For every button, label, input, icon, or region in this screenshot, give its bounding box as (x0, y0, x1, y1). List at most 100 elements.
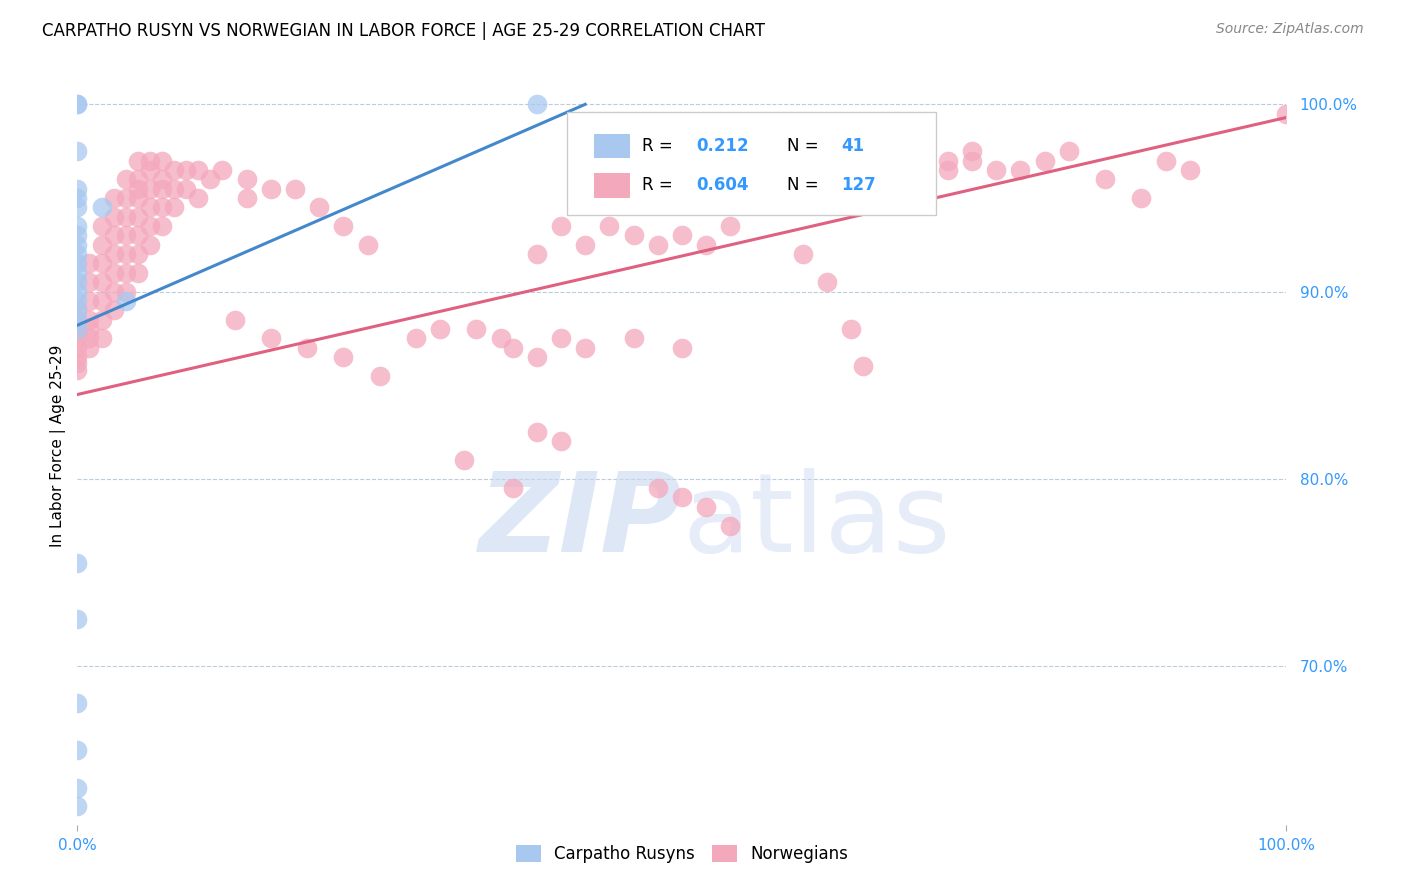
Point (671, 228, 693, 243)
Y-axis label: In Labor Force | Age 25-29: In Labor Force | Age 25-29 (51, 345, 66, 547)
Point (66, 97, 89, 112)
Point (852, 359, 875, 374)
Point (1094, 172, 1116, 186)
Point (150, 172, 173, 186)
Point (66, 312, 89, 326)
Point (1154, 153, 1177, 168)
Point (815, 275, 838, 289)
Text: atlas: atlas (682, 468, 950, 575)
Point (66, 356, 89, 370)
Point (79, 275, 101, 289)
Text: 0.604: 0.604 (696, 177, 749, 194)
Point (174, 181, 197, 195)
Point (986, 162, 1008, 177)
FancyBboxPatch shape (593, 173, 630, 197)
Point (114, 285, 136, 299)
Point (127, 247, 149, 261)
Point (718, 219, 741, 233)
Point (163, 162, 186, 177)
Point (174, 162, 197, 177)
Point (103, 303, 125, 318)
Text: R =: R = (643, 137, 678, 155)
Point (66, 144, 89, 158)
Point (66, 363, 89, 377)
Point (90, 200, 112, 214)
Point (90, 312, 112, 326)
Point (103, 266, 125, 280)
Point (139, 181, 162, 195)
Text: ZIP: ZIP (478, 468, 682, 575)
Point (200, 172, 222, 186)
Point (912, 162, 935, 177)
Point (623, 228, 645, 243)
Point (332, 350, 354, 364)
Point (90, 331, 112, 345)
Point (839, 322, 862, 336)
Point (150, 181, 173, 195)
Point (647, 481, 669, 495)
Point (66, 322, 89, 336)
Point (90, 275, 112, 289)
Point (66, 200, 89, 214)
Point (79, 331, 101, 345)
Point (1130, 191, 1153, 205)
Point (960, 153, 983, 168)
Point (66, 612, 89, 626)
Point (66, 275, 89, 289)
Point (889, 153, 911, 168)
Point (718, 518, 741, 533)
Legend: Carpatho Rusyns, Norwegians: Carpatho Rusyns, Norwegians (509, 838, 855, 870)
Point (114, 266, 136, 280)
Text: N =: N = (787, 177, 824, 194)
Point (79, 293, 101, 308)
Point (90, 237, 112, 252)
Point (260, 181, 283, 195)
Point (150, 200, 173, 214)
Point (114, 293, 136, 308)
Point (114, 210, 136, 224)
Point (66, 285, 89, 299)
Point (103, 285, 125, 299)
Point (66, 312, 89, 326)
Point (792, 247, 814, 261)
Point (139, 200, 162, 214)
Point (187, 162, 209, 177)
Point (114, 247, 136, 261)
Point (66, 697, 89, 711)
Point (103, 210, 125, 224)
Point (127, 228, 149, 243)
Point (526, 350, 548, 364)
Point (103, 191, 125, 205)
Point (284, 181, 307, 195)
Point (526, 425, 548, 439)
Point (139, 219, 162, 233)
Point (66, 350, 89, 364)
Text: Source: ZipAtlas.com: Source: ZipAtlas.com (1216, 22, 1364, 37)
Point (79, 256, 101, 270)
Point (66, 556, 89, 570)
Point (453, 453, 475, 467)
Point (574, 341, 596, 355)
Point (66, 256, 89, 270)
Point (912, 153, 935, 168)
Point (356, 237, 378, 252)
Point (647, 237, 669, 252)
Point (260, 331, 283, 345)
Point (912, 172, 935, 186)
Point (127, 181, 149, 195)
Point (574, 237, 596, 252)
Point (90, 256, 112, 270)
Point (139, 162, 162, 177)
Point (90, 219, 112, 233)
Point (936, 162, 959, 177)
Point (295, 341, 318, 355)
Point (163, 200, 186, 214)
Point (502, 341, 524, 355)
Point (66, 303, 89, 318)
Point (405, 331, 427, 345)
Point (66, 191, 89, 205)
Point (526, 97, 548, 112)
Point (139, 153, 162, 168)
Point (66, 228, 89, 243)
Point (368, 368, 391, 383)
